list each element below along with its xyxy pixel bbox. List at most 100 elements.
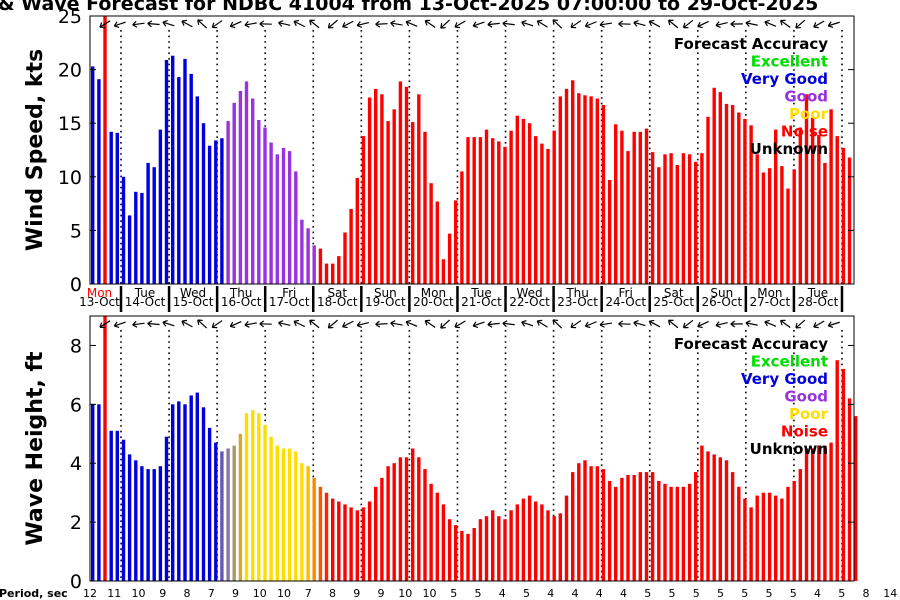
date-label: 17-Oct [269,295,310,309]
wind-bar [331,263,335,284]
day-of-week-label: Wed [180,286,206,300]
wind-bar [97,79,101,284]
wind-bar [534,136,538,284]
wind-bar [663,154,667,284]
wave-bar [140,466,144,581]
wave-bar [429,483,433,581]
wind-bar [411,122,415,284]
wind-bar [503,146,507,284]
wind-direction-arrow-icon [278,19,320,29]
wind-bar [386,121,390,284]
wave-direction-arrow-icon [813,320,840,329]
wind-bar [614,124,618,284]
wave-bar [238,433,243,581]
wave-bar [392,463,396,581]
wind-bar [521,118,526,285]
wind-bar [712,87,716,284]
wave-bar [601,469,606,581]
wave-bar [503,519,507,581]
wave-bar [607,480,612,581]
period-tick-label: 9 [232,587,239,600]
wind-ytick-label: 15 [58,113,82,135]
wind-bar [607,180,612,284]
wind-ytick-label: 0 [70,274,82,296]
wind-bar [127,215,132,284]
wave-bar [355,510,359,581]
period-tick-label: 5 [523,587,530,600]
wind-bar [700,153,704,284]
wind-bar [552,130,556,284]
wave-direction-arrow-icon [618,319,661,328]
wind-bar [367,97,372,284]
wind-bar [164,60,169,284]
wave-bar [552,516,556,581]
wave-bar [829,442,833,581]
wind-bar [497,141,501,284]
wind-bar [829,109,833,284]
wind-bar [491,138,495,284]
wave-ytick-label: 6 [70,394,82,416]
wave-bar [571,472,575,581]
wave-bar [534,501,538,581]
wave-bar [158,466,163,581]
wind-bar [472,137,476,284]
wave-bar [195,392,199,581]
wind-direction-arrow-icon [570,20,613,29]
date-label: 20-Oct [413,295,454,309]
wave-bar [171,404,175,581]
wave-bar [447,519,452,581]
wind-legend-entry: Poor [789,105,829,123]
wave-bar [398,457,403,581]
wave-legend-entry: Good [784,388,828,406]
wind-bar [583,95,587,284]
period-tick-label: 9 [378,587,385,600]
wind-direction-arrow-icon [667,19,709,29]
period-tick-label: 8 [329,587,336,600]
wind-bar [730,105,735,284]
wave-bar [115,430,119,581]
wave-bar [207,427,212,581]
wind-bar [318,248,323,284]
wave-bar [835,360,839,581]
wind-bar [294,171,298,284]
wave-bar [287,448,292,581]
wind-bar [226,121,230,284]
wind-bar [152,167,156,284]
wave-legend-entry: Excellent [751,353,828,371]
wave-direction-arrow-icon [132,319,175,328]
wave-bar [583,460,587,581]
wind-bar [718,92,722,284]
wind-bar [484,129,489,284]
wind-direction-arrow-icon [764,19,806,29]
wind-bar [121,176,126,284]
date-label: 14-Oct [125,295,166,309]
wind-bar [737,112,741,284]
wave-bar [577,463,581,581]
wind-bar [669,153,673,284]
wind-bar [374,88,378,285]
day-of-week-label: Sat [664,286,684,300]
wind-bar [589,96,593,285]
wave-frame [89,315,855,582]
wave-direction-arrow-icon [521,319,563,329]
wind-direction-arrow-icon [618,19,661,28]
wind-bar [847,157,852,284]
wind-bar [540,143,544,284]
period-axis-label: Period, sec [0,587,68,600]
period-ticks: 12 11 10 9 8 7 9 10 10 7 8 9 9 10 10 5 5 4 5 4 4 4 4 5 5 5 5 5 5 5 4 5 8… [83,587,897,600]
wave-bar [374,486,378,581]
date-label: 25-Oct [653,295,694,309]
wind-bar [404,86,409,284]
wind-direction-arrow-icon [327,19,369,29]
wind-bar [460,171,464,284]
wind-bar [201,123,206,284]
wave-bar [251,410,255,581]
wave-bar [281,448,286,581]
wind-bar [447,233,452,284]
wind-bar [571,80,575,284]
wind-bar [171,55,175,285]
wave-bar [687,483,692,581]
period-tick-label: 4 [814,587,821,600]
period-tick-label: 14 [883,587,897,600]
wave-bar [792,480,796,581]
